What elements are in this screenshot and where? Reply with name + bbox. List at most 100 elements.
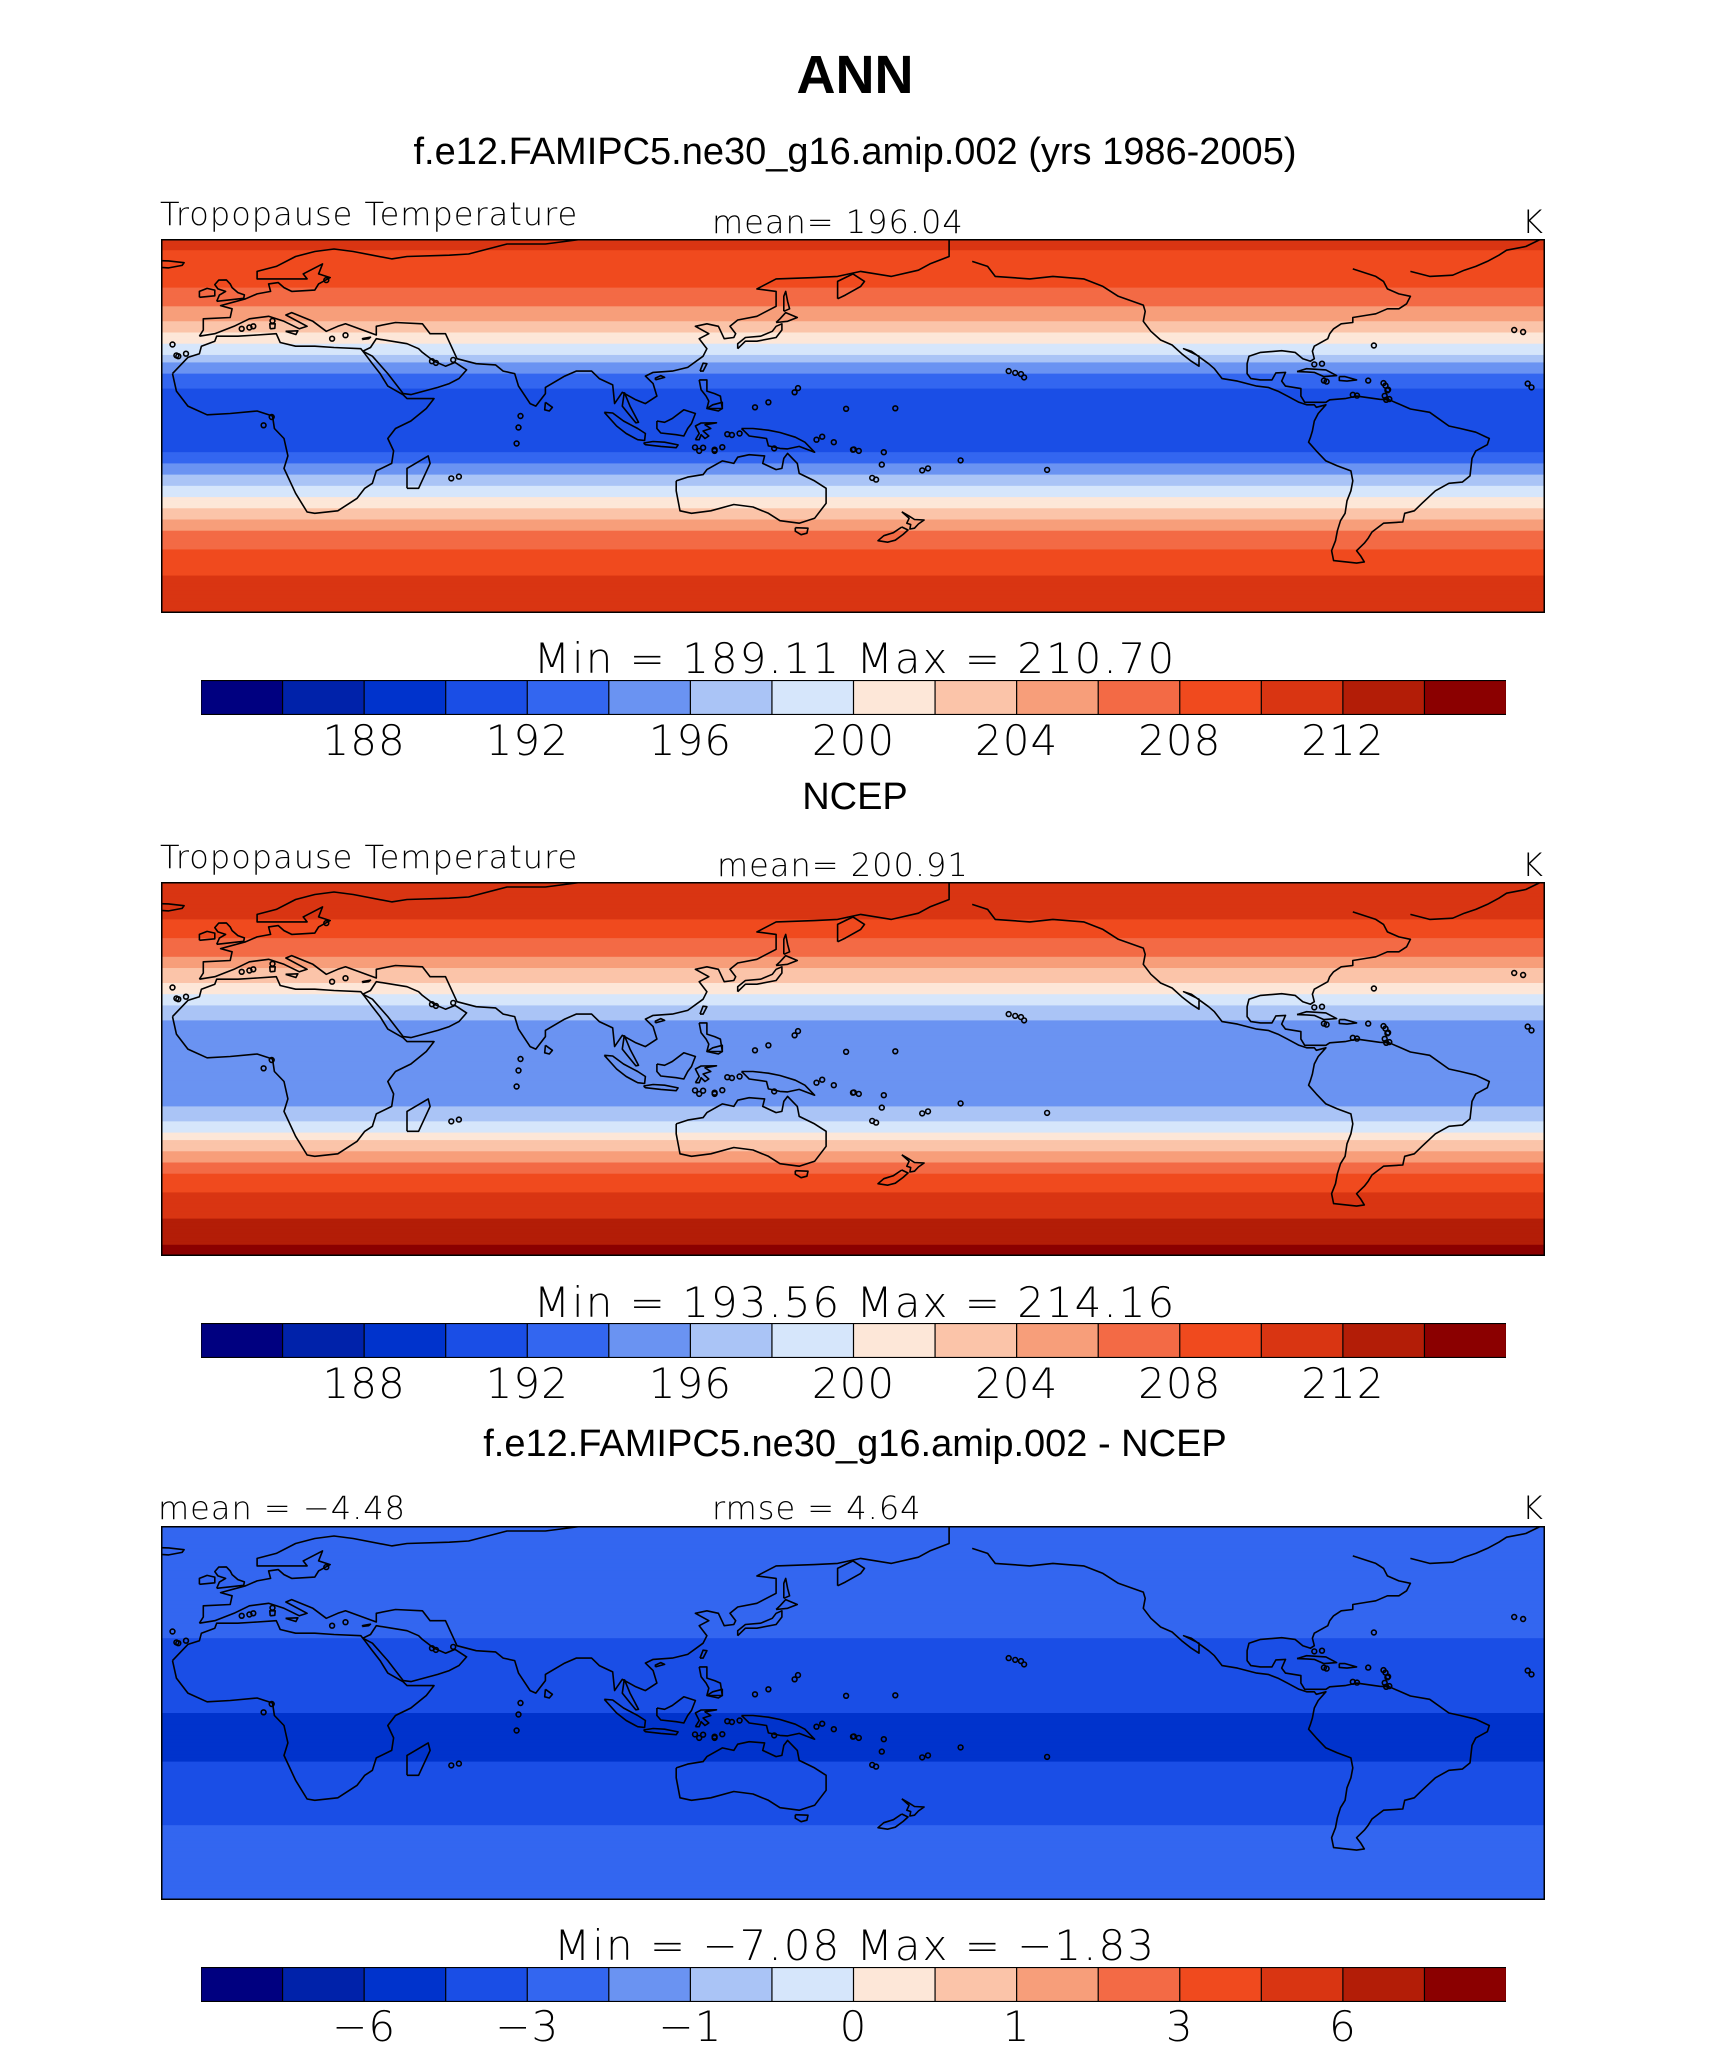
contour-band [161,1675,1545,1681]
coastline-island [328,1622,336,1629]
contour-band [161,530,1545,536]
coastline-island [1020,1661,1028,1668]
contour-band [161,526,1545,532]
coastline-island [1349,1034,1357,1042]
coastline-island [175,995,182,1003]
colorbar-box-12 [1179,680,1263,715]
colorbar-box-1 [281,680,366,715]
coastline-island [1510,326,1518,334]
contour-band [161,949,1545,954]
coastline-island [175,352,182,360]
contour-band [161,882,1545,887]
contour-band [161,1529,1545,1535]
coastline-india_sri [543,401,554,412]
coastline-island [238,1612,245,1620]
contour-band [161,1828,1545,1834]
coastline-island [1043,466,1051,474]
panel-3-minmax: Min = −7.08 Max = −1.83 [554,1921,1156,1970]
contour-band [161,339,1545,345]
coastline-island [830,439,837,446]
colorbar-tick-label: 208 [1138,1359,1222,1408]
colorbar-tick-label: 200 [811,716,896,765]
coastline-africa [171,975,435,1158]
coastline-gb [213,1566,246,1590]
coastline-india_sri [543,1688,554,1699]
panel-3-title: f.e12.FAMIPC5.ne30_g16.amip.002 - NCEP [483,1423,1227,1465]
colorbar-box-13 [1260,1967,1344,2002]
coastline-island [736,1717,743,1724]
coastline-island [515,1067,522,1074]
coastline-island [719,444,726,451]
contour-band [161,1162,1545,1168]
coastline-island [711,1734,718,1742]
contour-band [161,1813,1545,1819]
coastline-island [238,325,245,333]
contour-band [161,1050,1545,1055]
coastline-island [513,1083,520,1090]
contour-band [161,437,1545,442]
colorbar-box-8 [852,1323,937,1358]
coastline-island [268,1056,275,1064]
coastline-kamchatka [836,273,866,300]
panel-2-colorbar [201,1323,1506,1358]
coastline-island [878,1748,885,1755]
coastline-arabia [362,1624,468,1683]
coastline-island [1311,1004,1318,1011]
coastline-island [711,447,718,455]
contour-band [161,302,1545,308]
contour-band [161,1199,1545,1205]
coastline-island [169,1628,176,1635]
contour-band [161,1720,1545,1726]
contour-band [161,1083,1545,1089]
contour-band [161,1634,1545,1639]
coastline-sicily [285,973,299,979]
coastline-eurasia_n [198,1526,585,1624]
coastline-island [175,1639,182,1647]
coastline-island [719,1731,726,1738]
colorbar-box-4 [526,1323,610,1358]
coastline-island [924,1752,932,1759]
contour-band [161,328,1545,334]
coastline-island [250,966,257,973]
contour-band [161,896,1545,902]
panel-1-units: K [1522,203,1544,241]
contour-band [161,414,1545,420]
coastline-island [924,465,932,472]
contour-band [161,403,1545,409]
coastline-taiwan [699,1649,708,1659]
contour-band [161,261,1545,266]
contour-band [161,1750,1545,1755]
contour-band [161,1727,1545,1733]
contour-band [161,586,1545,592]
contour-band [161,1825,1545,1830]
contour-band [161,1645,1545,1651]
contour-band [161,1184,1545,1190]
colorbar-box-9 [934,1967,1018,2002]
panel-1-mean-label: mean= 196.04 [712,203,964,241]
coastline-island [728,431,736,439]
contour-band [161,986,1545,992]
contour-band [161,560,1545,566]
contour-band [161,523,1545,528]
contour-band [161,964,1545,969]
contour-band [161,1772,1545,1778]
contour-band [161,1024,1545,1029]
colorbar-box-15 [1423,1323,1506,1358]
colorbar-tick-label: 200 [811,1359,896,1408]
coastline-india_sri [543,1044,554,1055]
coastline-sardinia [269,323,276,330]
coastline-island [428,357,436,365]
coastline-island [323,919,330,927]
contour-band [161,1196,1545,1201]
contour-band [161,1623,1545,1628]
coastline-nz_n [901,1154,925,1173]
coastline-island [1519,1615,1527,1623]
contour-band [161,448,1545,453]
coastline-island [260,1709,267,1716]
coastline-island [1017,370,1025,378]
coastline-island [842,1692,850,1700]
coastline-eurasia [199,1526,950,1694]
contour-band [161,1147,1545,1153]
coastline-ireland [198,287,216,299]
coastline-island [1386,395,1393,403]
